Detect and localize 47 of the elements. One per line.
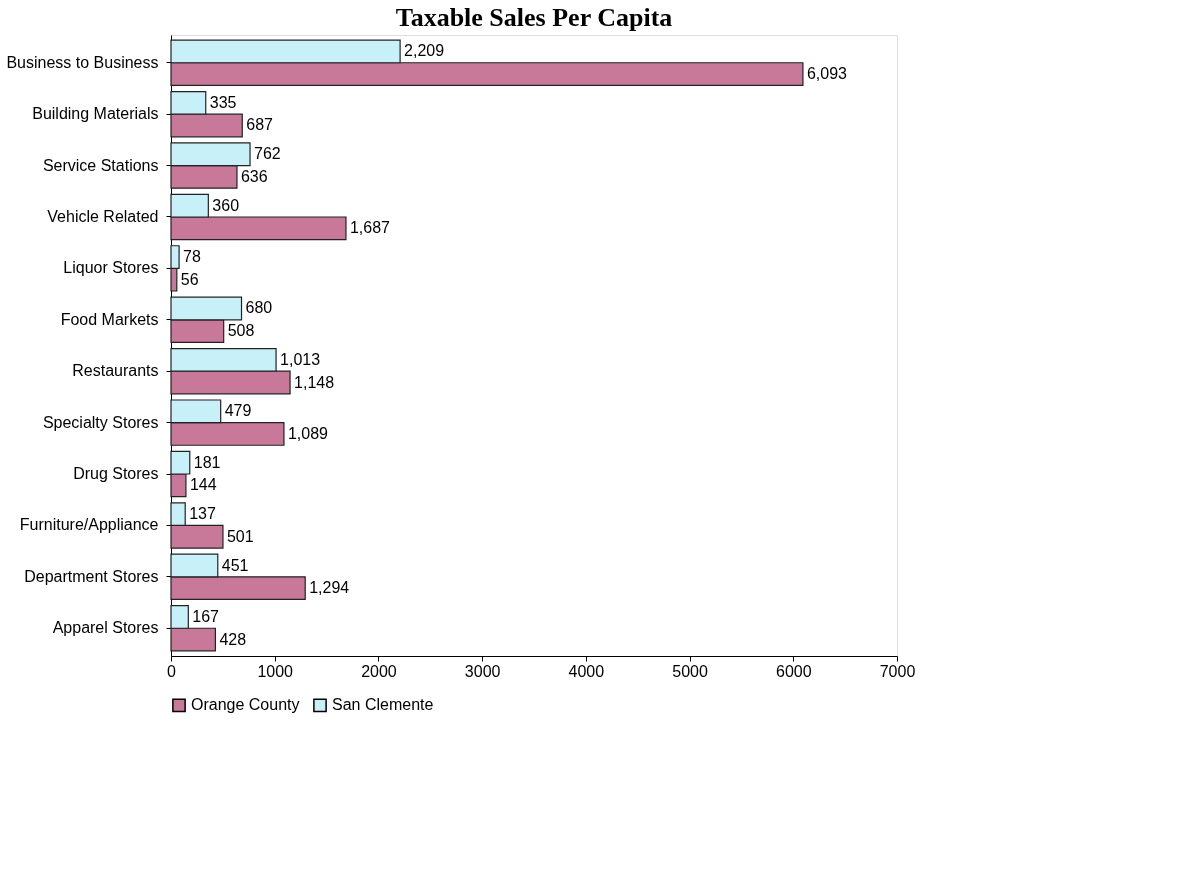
x-tick-label: 2000: [361, 662, 397, 680]
y-tick-label: Food Markets: [60, 310, 159, 328]
data-label: 680: [245, 299, 273, 317]
x-tick-label: 6000: [775, 662, 812, 680]
x-tick-label: 5000: [672, 662, 708, 680]
data-label: 428: [219, 630, 247, 648]
data-label: 501: [226, 527, 254, 545]
data-label: 360: [212, 196, 240, 214]
data-label: 6,093: [806, 65, 848, 83]
data-label: 1,089: [287, 424, 329, 442]
data-label: 167: [192, 607, 220, 625]
data-label: 137: [189, 505, 217, 523]
data-label: 687: [246, 116, 274, 134]
y-tick-label: Department Stores: [24, 567, 159, 585]
y-tick-label: Vehicle Related: [47, 207, 159, 225]
data-label: 181: [193, 453, 221, 471]
data-label: 451: [221, 556, 249, 574]
y-tick-label: Building Materials: [32, 105, 159, 123]
y-tick-label: Drug Stores: [73, 465, 159, 483]
data-label: 636: [240, 167, 268, 185]
data-label: 508: [227, 322, 255, 340]
x-tick-label: 1000: [257, 662, 294, 680]
chart-title: Taxable Sales Per Capita: [395, 3, 673, 32]
legend-label: Orange County: [191, 696, 300, 714]
data-label: 2,209: [404, 42, 445, 60]
x-tick-label: 3000: [464, 662, 501, 680]
legend-label: San Clemente: [332, 696, 434, 714]
data-label: 1,148: [294, 373, 335, 391]
x-tick-label: 0: [167, 662, 177, 680]
y-tick-label: Restaurants: [72, 362, 159, 380]
data-label: 335: [209, 93, 237, 111]
data-label: 56: [180, 270, 199, 288]
x-tick-label: 4000: [568, 662, 605, 680]
data-label: 78: [183, 248, 201, 266]
y-tick-label: Furniture/Appliance: [19, 516, 159, 534]
data-label: 479: [224, 402, 252, 420]
data-label: 1,013: [280, 350, 321, 368]
y-tick-label: Business to Business: [6, 53, 159, 71]
data-label: 144: [189, 476, 217, 494]
y-tick-label: Service Stations: [42, 156, 159, 174]
y-tick-label: Liquor Stores: [63, 259, 159, 277]
data-label: 762: [254, 145, 281, 163]
y-tick-label: Specialty Stores: [42, 413, 159, 431]
data-label: 1,687: [349, 219, 391, 237]
x-tick-label: 7000: [879, 662, 916, 680]
data-label: 1,294: [309, 579, 350, 597]
y-tick-label: Apparel Stores: [52, 619, 159, 637]
